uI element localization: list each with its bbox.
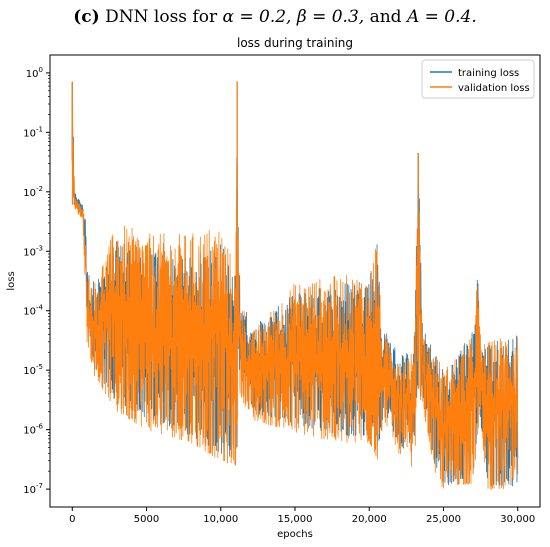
x-tick-label: 25,000 <box>426 514 461 525</box>
x-tick-label: 0 <box>69 514 75 525</box>
y-tick-label: 10-4 <box>23 304 43 318</box>
x-tick-label: 30,000 <box>500 514 535 525</box>
y-tick-label: 10-5 <box>23 363 43 377</box>
y-axis: 10-7 10-6 10-5 10-4 10-3 10-2 10-1 100 <box>23 66 50 496</box>
x-tick-label: 20,000 <box>352 514 387 525</box>
y-tick-label: 10-7 <box>23 482 43 496</box>
figure-caption: (c) DNN loss for α = 0.2, β = 0.3, and A… <box>0 0 550 34</box>
x-axis: 0 5000 10,000 15,000 20,000 25,000 30,000 <box>69 507 535 525</box>
caption-beta: β = 0.3, <box>296 7 365 27</box>
x-tick-label: 10,000 <box>203 514 238 525</box>
legend-label-validation: validation loss <box>458 83 530 94</box>
legend: training loss validation loss <box>421 59 535 99</box>
y-tick-label: 10-2 <box>23 185 43 199</box>
caption-prefix: DNN loss for <box>99 7 223 27</box>
x-tick-label: 15,000 <box>278 514 313 525</box>
y-tick-label: 10-1 <box>23 125 43 139</box>
y-tick-label: 100 <box>26 66 43 80</box>
y-tick-label: 10-3 <box>23 244 43 258</box>
y-axis-label: loss <box>6 271 17 290</box>
series-layer <box>71 81 519 490</box>
chart-title: loss during training <box>237 36 353 50</box>
caption-and: and <box>364 7 407 27</box>
legend-label-training: training loss <box>458 68 519 79</box>
caption-alpha: α = 0.2, <box>222 7 297 27</box>
caption-panel-label: (c) <box>73 7 100 27</box>
legend-box <box>421 59 535 99</box>
y-tick-label: 10-6 <box>23 423 43 437</box>
x-axis-label: epochs <box>277 529 313 540</box>
x-tick-label: 5000 <box>134 514 159 525</box>
series-line-validation <box>71 102 519 490</box>
plot-area <box>71 81 519 490</box>
caption-A: A = 0.4. <box>406 7 477 27</box>
